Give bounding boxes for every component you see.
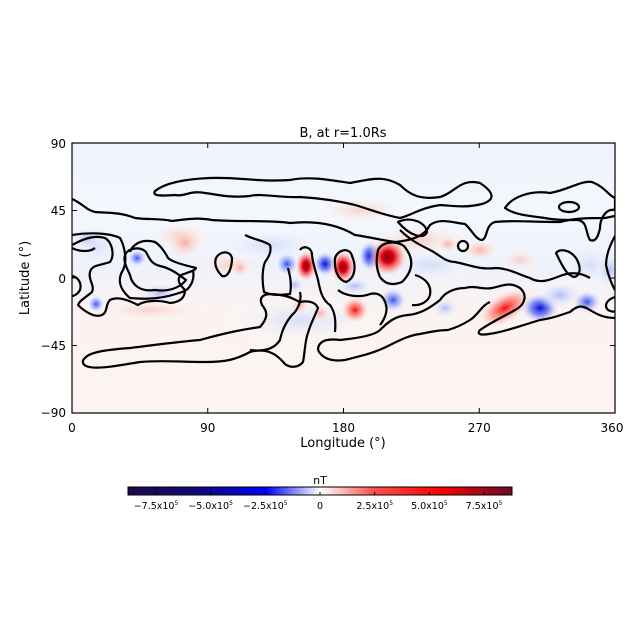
colorbar-tick: 2.5x105 bbox=[356, 500, 393, 512]
x-tick-label: 90 bbox=[200, 421, 215, 435]
x-tick-label: 0 bbox=[68, 421, 76, 435]
colorbar-tick: −5.0x105 bbox=[188, 500, 233, 512]
colorbar-label: nT bbox=[313, 474, 327, 487]
y-axis-label: Latitude (°) bbox=[18, 241, 33, 315]
x-tick-label: 180 bbox=[332, 421, 355, 435]
colorbar-tick: 5.0x105 bbox=[411, 500, 448, 512]
colorbar-tick: 0 bbox=[317, 501, 323, 512]
y-tick-label: 45 bbox=[51, 204, 66, 218]
x-tick-label: 270 bbox=[468, 421, 491, 435]
contour-lines bbox=[72, 176, 615, 369]
y-tick-label: 0 bbox=[58, 272, 66, 286]
y-tick-label: 90 bbox=[51, 137, 66, 151]
chart-title: B, at r=1.0Rs bbox=[299, 126, 386, 141]
x-axis-label: Longitude (°) bbox=[300, 436, 385, 451]
y-tick-label: −90 bbox=[41, 406, 66, 420]
colorbar: nT −7.5x105 −5.0x105 −2.5x105 0 2.5x105 … bbox=[127, 474, 513, 512]
x-tick-label: 360 bbox=[601, 421, 624, 435]
y-axis bbox=[72, 210, 615, 346]
colorbar-tick: 7.5x105 bbox=[466, 500, 503, 512]
plot-area bbox=[72, 143, 615, 413]
x-axis bbox=[207, 143, 480, 413]
field-blobs bbox=[72, 195, 615, 345]
colorbar-tick: −2.5x105 bbox=[243, 500, 288, 512]
colorbar-tick: −7.5x105 bbox=[134, 500, 179, 512]
y-tick-label: −45 bbox=[41, 339, 66, 353]
